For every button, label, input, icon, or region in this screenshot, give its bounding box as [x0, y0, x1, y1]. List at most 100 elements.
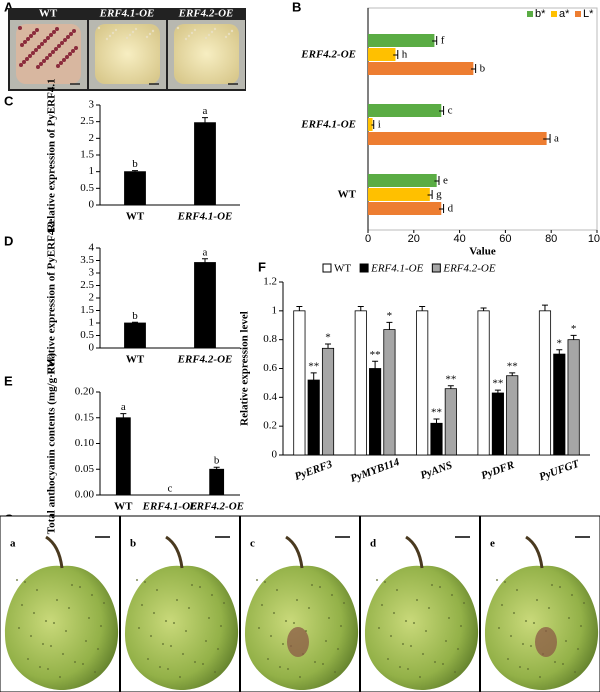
photo-label: ERF4.1-OE	[99, 8, 155, 20]
lenticel	[33, 612, 35, 614]
y-tick-label: 2	[89, 292, 95, 304]
lenticel	[150, 635, 152, 637]
photo-label: e	[490, 538, 495, 550]
stem	[45, 535, 64, 569]
stem	[525, 535, 544, 569]
legend-label: L*	[583, 8, 594, 20]
error-bar	[570, 334, 577, 340]
lenticel	[220, 625, 222, 627]
spot	[52, 30, 56, 34]
significance-label: f	[441, 35, 445, 47]
lenticel	[45, 620, 47, 622]
lenticel	[451, 594, 453, 596]
lenticel	[39, 666, 41, 668]
lenticel	[405, 620, 407, 622]
lenticel	[562, 663, 564, 665]
lenticel	[285, 620, 287, 622]
spot	[49, 33, 53, 37]
spot	[57, 44, 61, 48]
spot	[55, 27, 59, 31]
significance-label: e	[443, 175, 448, 187]
spot	[39, 62, 43, 66]
error-bar	[480, 307, 487, 311]
significance-label: b	[132, 158, 138, 170]
significance-label: **	[431, 406, 442, 418]
bar	[368, 188, 430, 201]
bar	[567, 339, 580, 456]
lenticel	[308, 607, 310, 609]
pear	[484, 565, 599, 690]
y-tick-label: 0.2	[263, 420, 277, 432]
significance-label: a	[203, 246, 208, 258]
x-tick-label: WT	[126, 354, 145, 366]
y-tick-label: 3.5	[80, 254, 94, 266]
bar	[383, 329, 396, 456]
lenticel	[100, 625, 102, 627]
spot	[125, 36, 129, 40]
error-bar	[509, 372, 516, 376]
y-tick-label: 0.4	[263, 391, 277, 403]
lenticel	[62, 653, 64, 655]
x-tick-label: ERF4.2-OE	[177, 354, 233, 366]
spot	[230, 29, 234, 33]
legend-label: a*	[559, 8, 570, 20]
significance-label: **	[492, 378, 503, 390]
bar	[368, 132, 547, 145]
spot	[48, 53, 52, 57]
lenticel	[16, 579, 18, 581]
category-label: ERF4.2-OE	[300, 49, 356, 61]
lenticel	[413, 622, 415, 624]
lenticel	[510, 635, 512, 637]
spot	[31, 51, 35, 55]
x-tick-label: 80	[545, 233, 557, 245]
lenticel	[141, 604, 143, 606]
lenticel	[223, 602, 225, 604]
spot	[190, 31, 194, 35]
spot	[22, 60, 26, 64]
spot	[60, 41, 64, 45]
stem	[285, 535, 304, 569]
lenticel	[267, 658, 269, 660]
bar	[115, 417, 131, 496]
bar	[477, 310, 490, 456]
legend-swatch	[527, 11, 533, 17]
y-tick-label: 0.6	[263, 362, 277, 374]
lenticel	[94, 671, 96, 673]
significance-label: *	[387, 310, 393, 322]
lenticel	[279, 666, 281, 668]
lenticel	[527, 668, 529, 670]
bar	[491, 392, 504, 456]
panel-label: B	[292, 0, 301, 14]
lenticel	[79, 586, 81, 588]
spot	[51, 50, 55, 54]
bar	[368, 34, 435, 47]
spot	[193, 28, 197, 32]
spot	[36, 65, 40, 69]
legend-swatch	[322, 263, 332, 273]
legend-swatch	[431, 263, 441, 273]
significance-label: i	[378, 119, 381, 131]
spot	[25, 57, 29, 61]
spot	[66, 35, 70, 39]
lenticel	[580, 625, 582, 627]
category-label: ERF4.1-OE	[300, 119, 356, 131]
lenticel	[343, 602, 345, 604]
bar	[416, 310, 429, 456]
lenticel	[82, 663, 84, 665]
bar	[444, 388, 457, 456]
legend-label: WT	[334, 263, 351, 275]
spot	[74, 46, 78, 50]
spot	[46, 36, 50, 40]
lenticel	[539, 676, 541, 678]
spot	[207, 33, 211, 37]
photo-label: b	[130, 538, 136, 550]
panel-label: A	[4, 0, 14, 14]
error-bar	[120, 413, 127, 418]
lenticel	[402, 643, 404, 645]
y-tick-label: 0.20	[75, 386, 95, 398]
lenticel	[434, 661, 436, 663]
lenticel	[448, 617, 450, 619]
callus	[174, 24, 239, 84]
lenticel	[416, 599, 418, 601]
bar	[538, 310, 552, 456]
